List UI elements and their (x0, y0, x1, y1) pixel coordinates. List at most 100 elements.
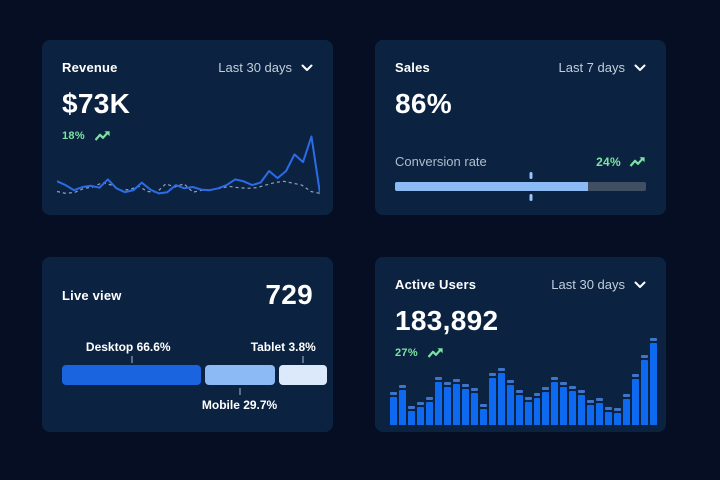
revenue-value: $73K (62, 88, 131, 119)
active-users-range-dropdown[interactable]: Last 30 days (551, 277, 646, 292)
daily-users-bar (578, 390, 586, 425)
conversion-rate-label: Conversion rate (395, 154, 487, 169)
active-users-bar-chart (390, 333, 658, 425)
segment-mobile (205, 365, 276, 385)
daily-users-bar (497, 368, 505, 425)
active-users-range-label: Last 30 days (551, 277, 625, 292)
daily-users-bar (470, 388, 478, 425)
bar-body (641, 360, 649, 425)
daily-users-bar (569, 386, 577, 425)
sales-card: Sales Last 7 days 86% Conversion rate 24… (375, 40, 666, 215)
bar-cap (398, 384, 406, 388)
daily-users-bar (390, 391, 397, 425)
bar-cap (479, 403, 487, 407)
bar-cap (524, 396, 532, 400)
revenue-current-period-line (57, 135, 320, 195)
bar-body (434, 382, 442, 425)
segment-label-tablet: Tablet 3.8% (250, 340, 316, 354)
sales-card-header: Sales Last 7 days (395, 60, 646, 75)
chevron-down-icon (634, 64, 646, 72)
progress-fill (395, 182, 589, 191)
bar-cap (425, 396, 433, 400)
daily-users-bar (515, 390, 523, 425)
bar-body (587, 405, 595, 425)
sales-card-title: Sales (395, 60, 430, 75)
bar-body (461, 388, 469, 425)
trending-up-icon (427, 347, 444, 359)
live-view-header: Live view 729 (62, 279, 313, 311)
daily-users-bar (551, 377, 559, 425)
daily-users-bar (434, 377, 442, 425)
bar-body (596, 403, 604, 425)
sales-range-label: Last 7 days (558, 60, 626, 75)
revenue-card-header: Revenue Last 30 days (62, 60, 313, 75)
bar-body (425, 401, 433, 425)
daily-users-bar (524, 396, 532, 425)
daily-users-bar (614, 408, 622, 425)
bar-body (443, 386, 451, 425)
live-view-title: Live view (62, 287, 122, 303)
bar-body (650, 342, 658, 425)
bar-body (560, 386, 568, 425)
bar-cap (596, 398, 604, 402)
daily-users-bar (425, 396, 433, 425)
segment-tick-mobile (239, 388, 242, 395)
trending-up-icon (94, 130, 111, 142)
bar-cap (443, 381, 451, 385)
daily-users-bar (461, 383, 469, 425)
bar-body (506, 384, 514, 425)
bar-body (533, 397, 541, 425)
segment-desktop (62, 365, 202, 385)
segment-label-desktop: Desktop 66.6% (85, 340, 171, 354)
revenue-range-label: Last 30 days (218, 60, 292, 75)
bar-body (452, 384, 460, 425)
bar-body (479, 408, 487, 425)
active-users-delta-value: 27% (395, 347, 418, 359)
conversion-delta: 24% (596, 155, 646, 169)
active-users-card: Active Users Last 30 days 183,892 27% (375, 257, 666, 432)
bar-cap (497, 368, 505, 371)
daily-users-bar (542, 387, 550, 425)
revenue-line-chart (57, 135, 320, 195)
chevron-down-icon (634, 281, 646, 289)
segment-tick-tablet (302, 356, 305, 363)
bar-cap (407, 405, 415, 409)
sales-range-dropdown[interactable]: Last 7 days (559, 60, 647, 75)
sales-value: 86% (395, 88, 452, 119)
revenue-range-dropdown[interactable]: Last 30 days (218, 60, 313, 75)
progress-target-marker-top (529, 172, 533, 179)
bar-cap (632, 373, 640, 377)
live-view-value: 729 (265, 279, 313, 310)
daily-users-bar (632, 373, 640, 425)
bar-body (416, 407, 424, 425)
daily-users-bar (407, 405, 415, 425)
daily-users-bar (398, 384, 406, 425)
trending-up-icon (629, 156, 646, 168)
daily-users-bar (533, 392, 541, 425)
daily-users-bar (596, 398, 604, 425)
active-users-delta: 27% (395, 347, 646, 359)
daily-users-bar (587, 400, 595, 425)
daily-users-bar (560, 381, 568, 425)
revenue-card-title: Revenue (62, 60, 118, 75)
device-breakdown-bar (62, 365, 327, 385)
bar-cap (461, 383, 469, 387)
bar-cap (614, 408, 622, 412)
daily-users-bar (605, 406, 613, 425)
bar-cap (452, 379, 460, 382)
segment-tick-desktop (130, 356, 133, 363)
bar-cap (578, 390, 586, 393)
daily-users-bar (452, 379, 460, 425)
bar-body (497, 373, 505, 425)
bar-cap (650, 337, 658, 341)
bar-body (390, 396, 397, 425)
bar-cap (390, 391, 397, 395)
bar-body (578, 395, 586, 425)
bar-cap (470, 388, 478, 392)
bar-cap (587, 400, 595, 404)
bar-cap (569, 386, 577, 390)
bar-cap (542, 387, 550, 391)
bar-body (398, 389, 406, 425)
live-view-card: Live view 729 Desktop 66.6% Mobile 29.7% T… (42, 257, 333, 432)
